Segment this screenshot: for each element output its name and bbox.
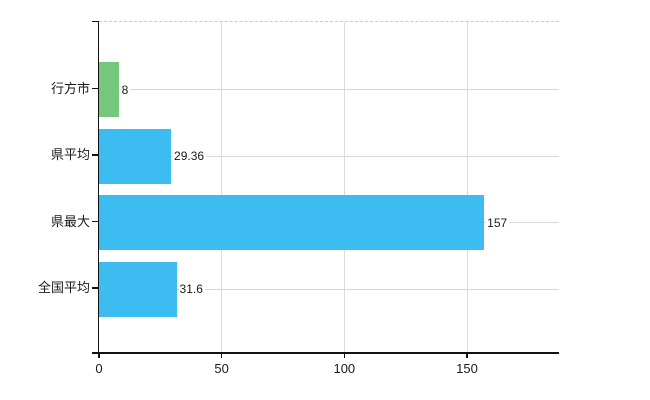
- x-tick-label: 150: [456, 361, 478, 376]
- y-axis-line: [97, 21, 99, 352]
- category-label: 県平均: [50, 147, 90, 162]
- y-axis-tick: [92, 287, 98, 289]
- v-gridline: [343, 22, 345, 352]
- bar-value-label: 29.36: [173, 149, 207, 163]
- h-gridline: [99, 288, 559, 290]
- plot-area: 8 29.36 157 31.6: [99, 21, 559, 352]
- h-gridline: [99, 89, 559, 90]
- bar-行方市: [99, 62, 119, 117]
- x-axis-tick: [466, 353, 468, 358]
- v-gridline: [466, 22, 468, 352]
- bar-value-label: 8: [120, 82, 131, 97]
- bar-県平均: [99, 128, 172, 184]
- x-tick-label: 50: [214, 361, 229, 376]
- x-axis-tick: [98, 353, 100, 358]
- x-tick-label: 100: [333, 361, 356, 376]
- y-axis-tick: [92, 154, 98, 156]
- x-axis-tick: [343, 353, 346, 358]
- x-axis-tick: [220, 353, 223, 358]
- category-label: 行方市: [50, 80, 90, 96]
- bar-県最大: [99, 195, 485, 250]
- y-axis-tick: [92, 220, 98, 223]
- y-axis-tick: [92, 87, 98, 90]
- x-axis-line: [92, 352, 559, 354]
- category-label: 全国平均: [37, 280, 90, 295]
- bar-全国平均: [99, 261, 177, 317]
- bar-value-label: 31.6: [178, 282, 205, 296]
- h-gridline: [99, 155, 559, 157]
- y-axis-tick: [92, 20, 98, 22]
- v-gridline: [221, 22, 223, 352]
- bar-value-label: 157: [486, 215, 510, 230]
- x-tick-label: 0: [95, 361, 103, 376]
- category-label: 県最大: [50, 213, 90, 229]
